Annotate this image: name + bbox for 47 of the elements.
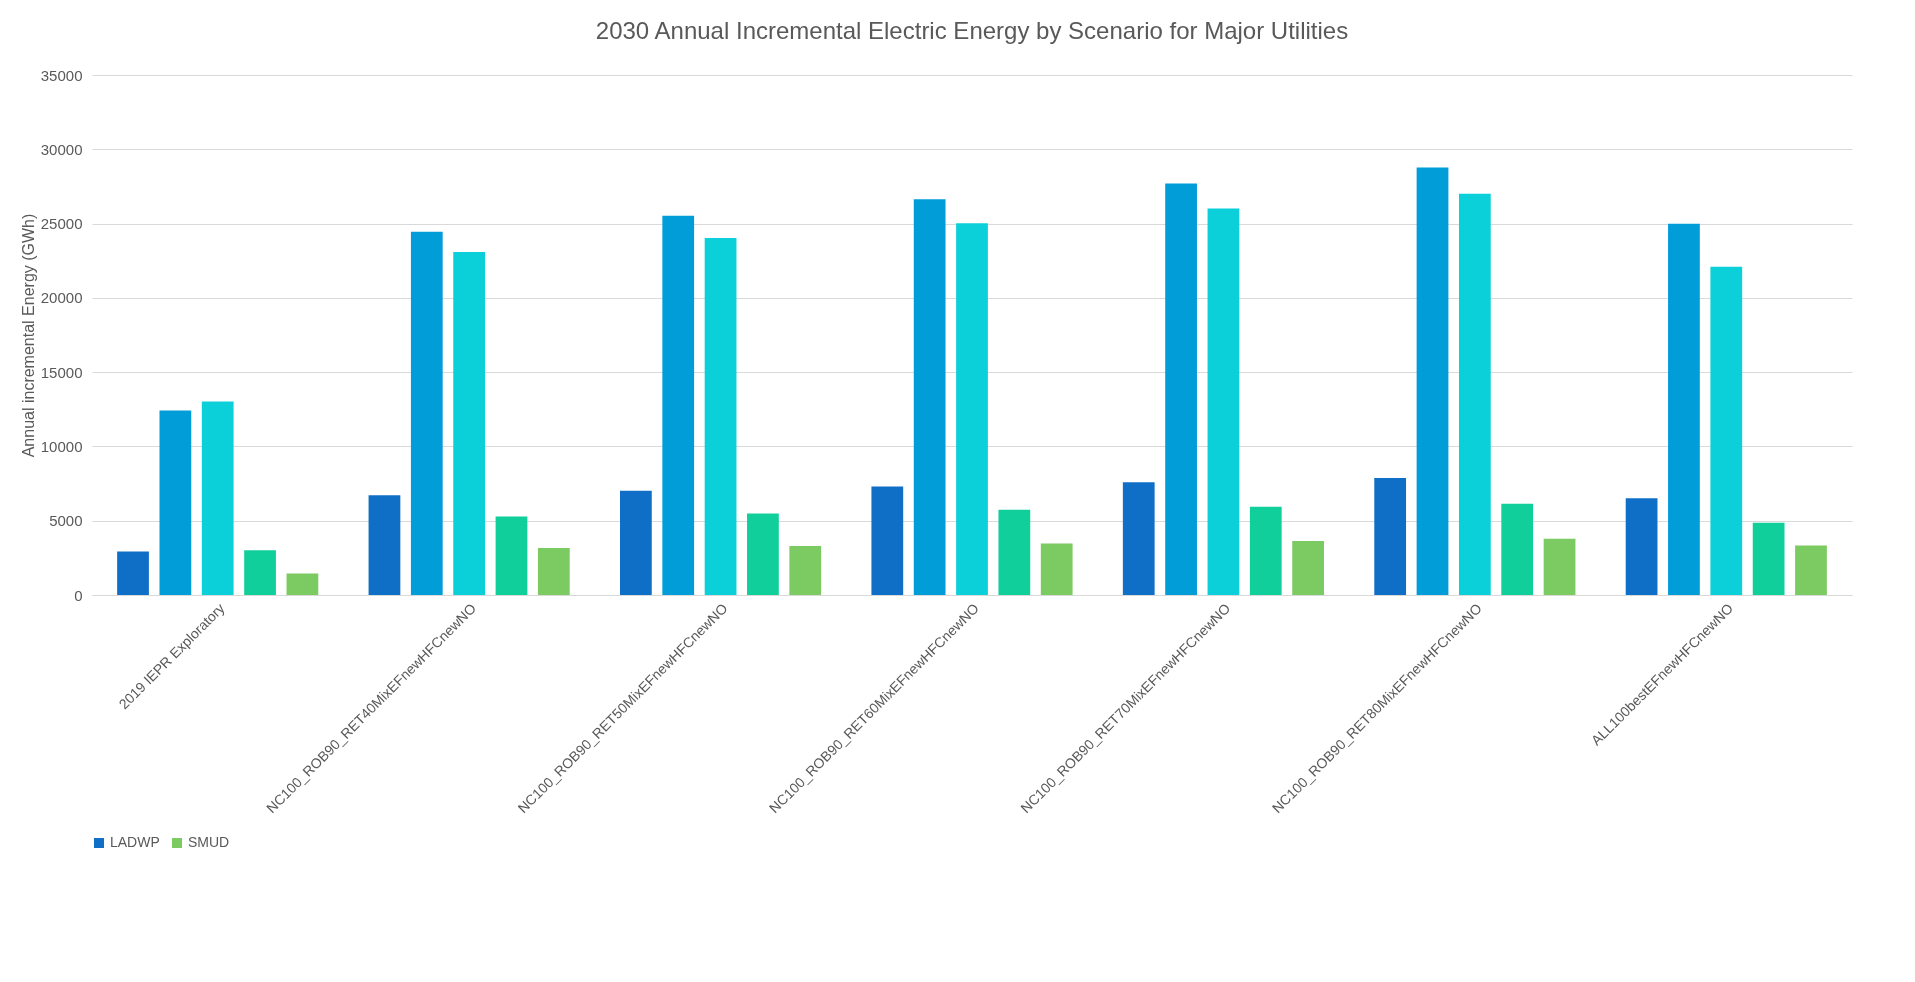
y-tick-label: 35000 [40,66,83,84]
bar [368,495,401,595]
bar [747,513,779,595]
bar [453,251,486,595]
bar [286,573,319,595]
bar [1668,223,1700,595]
y-tick-label: 0 [74,586,83,604]
bar [998,509,1031,595]
bar [1416,167,1449,595]
y-axis-title: Annual incremental Energy (GWh) [19,213,37,458]
bar [1165,183,1197,595]
bar [244,550,276,595]
bar [620,490,652,595]
y-tick-label: 20000 [40,289,83,307]
bar [1795,545,1827,595]
bar [495,516,528,595]
bar [1040,543,1073,595]
y-tick-label: 5000 [49,512,83,530]
bar [201,401,234,595]
bar [117,551,149,595]
bar [1122,482,1155,595]
bar [1625,498,1658,595]
legend-label: SMUD [188,834,230,850]
bar [704,237,737,595]
bar [537,547,570,595]
bar [789,545,822,595]
bar [1292,541,1324,595]
bar [1710,266,1743,595]
bar [956,223,988,595]
bar [159,410,192,595]
y-tick-label: 15000 [40,363,83,381]
bar [913,199,946,595]
y-tick-label: 10000 [40,437,83,455]
bar [1752,522,1785,595]
bar [1501,503,1534,595]
y-tick-label: 25000 [40,215,83,233]
bar [871,486,904,595]
bar [1543,538,1576,595]
bar [410,231,443,595]
bar [1458,193,1491,595]
chart-title: 2030 Annual Incremental Electric Energy by Scenario for Major Utilities [595,17,1349,44]
bar [1249,506,1282,595]
y-tick-label: 30000 [40,140,83,158]
bar [662,215,695,595]
bar [1374,478,1407,595]
bar [1207,208,1240,595]
legend-label: LADWP [110,834,160,850]
